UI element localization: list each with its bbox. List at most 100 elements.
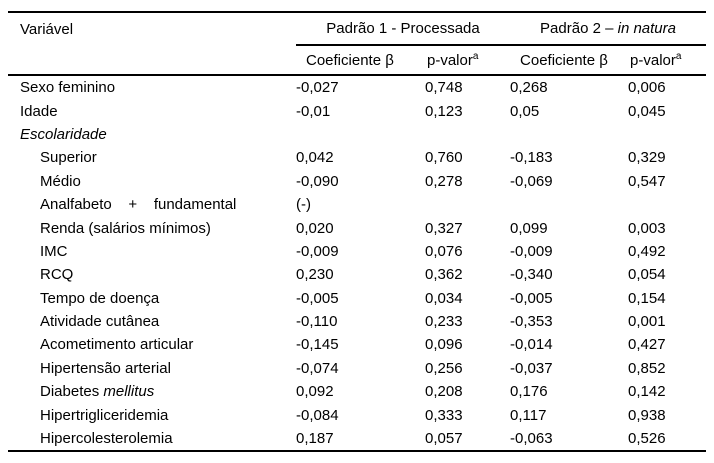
pvalue2-value: 0,492 xyxy=(628,242,666,260)
column-header-variable: Variável xyxy=(20,20,74,38)
coef1-value: -0,005 xyxy=(296,289,339,307)
column-header-pvalue-2: p-valora xyxy=(628,45,707,76)
pvalue1-value: 0,362 xyxy=(425,266,463,284)
coef2-value: -0,353 xyxy=(510,313,553,331)
coef2-value: 0,176 xyxy=(510,383,548,401)
table-row: Hipertensão arterial -0,074 0,256 -0,037… xyxy=(8,357,706,380)
pvalue2-value: 0,045 xyxy=(628,102,666,120)
table-row: Idade -0,01 0,123 0,05 0,045 xyxy=(8,99,706,122)
pvalue1-value: 0,278 xyxy=(425,172,463,190)
coef2-value: -0,069 xyxy=(510,172,553,190)
pvalue1-value: 0,096 xyxy=(425,336,463,354)
regression-table-container: Variável Padrão 1 - Processada Padrão 2 … xyxy=(8,11,707,453)
variable-label: Analfabeto + fundamental xyxy=(40,196,237,214)
table-row: Analfabeto + fundamental (-) xyxy=(8,193,706,216)
coef1-value: -0,009 xyxy=(296,242,339,260)
header-group-row: Variável Padrão 1 - Processada Padrão 2 … xyxy=(8,12,707,46)
variable-label: Atividade cutânea xyxy=(40,313,160,331)
variable-label: Escolaridade xyxy=(20,125,107,143)
table-row: Diabetes mellitus 0,092 0,208 0,176 0,14… xyxy=(8,380,706,403)
coef2-value xyxy=(510,193,628,216)
pvalue2-value: 0,547 xyxy=(628,172,666,190)
variable-label: Médio xyxy=(40,172,81,190)
variable-label: Hipertensão arterial xyxy=(40,359,171,377)
table-row: RCQ 0,230 0,362 -0,340 0,054 xyxy=(8,263,706,286)
table-row: Escolaridade xyxy=(8,123,706,146)
pvalue2-value: 0,001 xyxy=(628,313,666,331)
table-row: Sexo feminino -0,027 0,748 0,268 0,006 xyxy=(8,75,706,99)
coef1-value xyxy=(296,123,425,146)
variable-label: IMC xyxy=(40,242,68,260)
variable-label: Sexo feminino xyxy=(20,79,116,97)
regression-results-table: Variável Padrão 1 - Processada Padrão 2 … xyxy=(8,11,707,453)
table-row: Hipertrigliceridemia -0,084 0,333 0,117 … xyxy=(8,403,706,426)
coef2-value: -0,014 xyxy=(510,336,553,354)
pvalue2-value: 0,526 xyxy=(628,430,666,448)
variable-label-italic: mellitus xyxy=(103,383,155,401)
coef2-value: 0,099 xyxy=(510,219,548,237)
coef1-value: 0,187 xyxy=(296,430,334,448)
coef1-value: -0,084 xyxy=(296,406,339,424)
coef2-value: -0,063 xyxy=(510,430,553,448)
pvalue1-value xyxy=(425,123,510,146)
column-group-pattern1-processada: Padrão 1 - Processada xyxy=(296,12,511,46)
table-row: Hipercolesterolemia 0,187 0,057 -0,063 0… xyxy=(8,427,706,451)
coef1-value: 0,042 xyxy=(296,149,334,167)
table-row: Médio -0,090 0,278 -0,069 0,547 xyxy=(8,170,706,193)
coef1-value: -0,110 xyxy=(296,313,338,331)
coef2-value: -0,183 xyxy=(510,149,553,167)
coef2-value xyxy=(510,123,628,146)
pvalue2-value xyxy=(628,193,706,216)
pvalue1-value xyxy=(425,193,510,216)
variable-label: Acometimento articular xyxy=(40,336,194,354)
coef1-value: -0,145 xyxy=(296,336,339,354)
coef2-value: 0,05 xyxy=(510,102,540,120)
pvalue1-value: 0,748 xyxy=(425,79,463,97)
table-row: IMC -0,009 0,076 -0,009 0,492 xyxy=(8,240,706,263)
footnote-marker-a: a xyxy=(472,50,479,62)
pvalue1-value: 0,256 xyxy=(425,359,463,377)
coef1-value: -0,074 xyxy=(296,359,339,377)
pvalue2-value: 0,427 xyxy=(628,336,666,354)
coef1-value: -0,027 xyxy=(296,79,339,97)
table-row: Tempo de doença -0,005 0,034 -0,005 0,15… xyxy=(8,287,706,310)
coef2-value: 0,268 xyxy=(510,79,548,97)
pvalue2-value xyxy=(628,123,706,146)
pvalue1-value: 0,760 xyxy=(425,149,463,167)
table-row: Renda (salários mínimos) 0,020 0,327 0,0… xyxy=(8,216,706,239)
coef2-value: -0,340 xyxy=(510,266,553,284)
variable-label: Superior xyxy=(40,149,97,167)
pvalue1-value: 0,208 xyxy=(425,383,463,401)
group2-italic-text: in natura xyxy=(617,20,676,37)
pvalue1-value: 0,327 xyxy=(425,219,463,237)
pvalue2-value: 0,852 xyxy=(628,359,666,377)
coef2-value: 0,117 xyxy=(510,406,547,424)
footnote-marker-a: a xyxy=(675,50,682,62)
pvalue1-value: 0,123 xyxy=(425,102,463,120)
table-row: Acometimento articular -0,145 0,096 -0,0… xyxy=(8,333,706,356)
variable-label: Hipertrigliceridemia xyxy=(40,406,169,424)
coef1-value: 0,230 xyxy=(296,266,334,284)
coef2-value: -0,037 xyxy=(510,359,553,377)
pvalue1-value: 0,076 xyxy=(425,242,463,260)
pvalue2-value: 0,154 xyxy=(628,289,666,307)
pvalue2-value: 0,329 xyxy=(628,149,666,167)
variable-label: Hipercolesterolemia xyxy=(40,430,173,448)
variable-label: Renda (salários mínimos) xyxy=(40,219,211,237)
coef2-value: -0,005 xyxy=(510,289,553,307)
pvalue1-value: 0,034 xyxy=(425,289,463,307)
pvalue2-value: 0,003 xyxy=(628,219,666,237)
pvalue2-value: 0,006 xyxy=(628,79,666,97)
column-header-coefficient-beta-2: Coeficiente β xyxy=(510,45,629,76)
coef2-value: -0,009 xyxy=(510,242,553,260)
pvalue1-value: 0,233 xyxy=(425,313,463,331)
pvalue1-value: 0,333 xyxy=(425,406,463,424)
column-header-coefficient-beta-1: Coeficiente β xyxy=(296,45,425,76)
variable-label: Tempo de doença xyxy=(40,289,160,307)
variable-label: Diabetes mellitus xyxy=(40,383,155,401)
coef1-value: (-) xyxy=(296,196,311,214)
pvalue2-value: 0,142 xyxy=(628,383,666,401)
header-sub-row: Coeficiente β p-valora Coeficiente β p-v… xyxy=(8,45,707,76)
table-row: Atividade cutânea -0,110 0,233 -0,353 0,… xyxy=(8,310,706,333)
table-row: Superior 0,042 0,760 -0,183 0,329 xyxy=(8,146,706,169)
